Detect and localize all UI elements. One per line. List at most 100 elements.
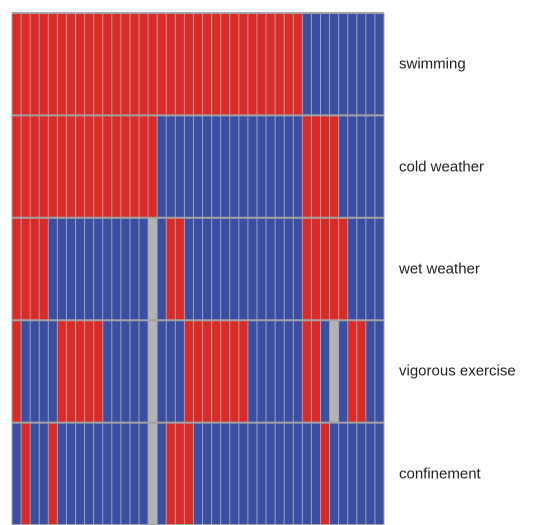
heatmap-cell <box>293 115 303 219</box>
heatmap-cell <box>57 217 67 321</box>
heatmap-cell <box>84 217 94 321</box>
heatmap-cells <box>12 13 385 525</box>
heatmap-cell <box>193 13 203 116</box>
heatmap-cell <box>220 217 231 321</box>
heatmap-cell <box>184 217 194 321</box>
heatmap-cell <box>320 217 330 321</box>
heatmap-cell <box>293 13 303 116</box>
heatmap-cell <box>247 422 258 525</box>
heatmap-cell <box>202 217 212 321</box>
heatmap-cell <box>139 422 149 525</box>
heatmap-cell <box>320 115 330 219</box>
heatmap-cell <box>211 115 221 219</box>
heatmap-cell <box>193 217 203 321</box>
heatmap-cell <box>75 115 85 219</box>
heatmap-cell <box>48 217 58 321</box>
heatmap-cell <box>93 115 104 219</box>
heatmap-cell <box>66 115 76 219</box>
heatmap-cell <box>57 320 67 423</box>
heatmap-cell <box>21 320 31 423</box>
heatmap-cell <box>39 320 49 423</box>
heatmap-cell <box>57 13 67 116</box>
heatmap-cell <box>93 217 104 321</box>
heatmap-cell <box>193 115 203 219</box>
heatmap-cell <box>311 217 321 321</box>
heatmap-cell <box>338 422 349 525</box>
heatmap-cell <box>284 13 294 116</box>
heatmap-cell <box>247 115 258 219</box>
heatmap-cell <box>347 217 358 321</box>
heatmap-cell <box>175 217 185 321</box>
heatmap-cell <box>320 422 330 525</box>
heatmap-cell <box>347 422 358 525</box>
heatmap-cell <box>266 13 276 116</box>
heatmap-cell <box>220 13 231 116</box>
heatmap-cell <box>111 115 122 219</box>
heatmap-cell <box>374 115 385 219</box>
heatmap-cell <box>211 13 221 116</box>
heatmap-cell <box>302 422 312 525</box>
heatmap-cell <box>57 115 67 219</box>
heatmap-cell <box>148 422 158 525</box>
heatmap-cell <box>148 320 158 423</box>
heatmap-cell <box>30 320 40 423</box>
heatmap-cell <box>30 422 40 525</box>
heatmap-cell <box>166 13 176 116</box>
heatmap-cell <box>347 13 358 116</box>
heatmap-cell <box>238 13 249 116</box>
heatmap-cell <box>12 115 22 219</box>
heatmap-cell <box>93 13 104 116</box>
heatmap-cell <box>157 13 167 116</box>
heatmap-cell <box>93 422 104 525</box>
heatmap-cell <box>75 320 85 423</box>
heatmap-cell <box>157 320 167 423</box>
heatmap-cell <box>320 13 330 116</box>
heatmap-cell <box>202 115 212 219</box>
heatmap-cell <box>311 320 321 423</box>
heatmap-cell <box>129 422 140 525</box>
row-label: cold weather <box>399 158 485 176</box>
heatmap-cell <box>202 13 212 116</box>
heatmap-cell <box>311 422 321 525</box>
heatmap-cell <box>220 320 231 423</box>
heatmap-cell <box>120 320 131 423</box>
heatmap-cell <box>302 115 312 219</box>
heatmap-cell <box>120 115 131 219</box>
row-label: confinement <box>399 465 481 483</box>
heatmap-cell <box>39 115 49 219</box>
heatmap-cell <box>338 320 349 423</box>
heatmap-cell <box>166 115 176 219</box>
heatmap-cell <box>30 217 40 321</box>
heatmap-cell <box>374 217 385 321</box>
heatmap-cell <box>21 422 31 525</box>
heatmap-cell <box>102 320 113 423</box>
heatmap-cell <box>48 320 58 423</box>
heatmap-cell <box>30 115 40 219</box>
heatmap-cell <box>284 115 294 219</box>
heatmap-cell <box>374 422 385 525</box>
heatmap-cell <box>166 217 176 321</box>
heatmap-cell <box>120 13 131 116</box>
heatmap-cell <box>139 13 149 116</box>
heatmap-cell <box>338 13 349 116</box>
heatmap-cell <box>57 422 67 525</box>
heatmap-cell <box>275 422 285 525</box>
heatmap-cell <box>229 13 240 116</box>
heatmap-cell <box>284 320 294 423</box>
heatmap-cell <box>284 217 294 321</box>
heatmap-cell <box>21 217 31 321</box>
heatmap-cell <box>256 115 267 219</box>
heatmap-cell <box>238 320 249 423</box>
heatmap-cell <box>365 320 376 423</box>
heatmap-cell <box>202 422 212 525</box>
heatmap-cell <box>84 422 94 525</box>
heatmap-cell <box>338 115 349 219</box>
heatmap-cell <box>338 217 349 321</box>
heatmap-cell <box>256 422 267 525</box>
heatmap-cell <box>220 422 231 525</box>
heatmap-cell <box>266 320 276 423</box>
heatmap-cell <box>266 115 276 219</box>
heatmap-cell <box>129 320 140 423</box>
heatmap-cell <box>247 320 258 423</box>
heatmap-cell <box>184 320 194 423</box>
